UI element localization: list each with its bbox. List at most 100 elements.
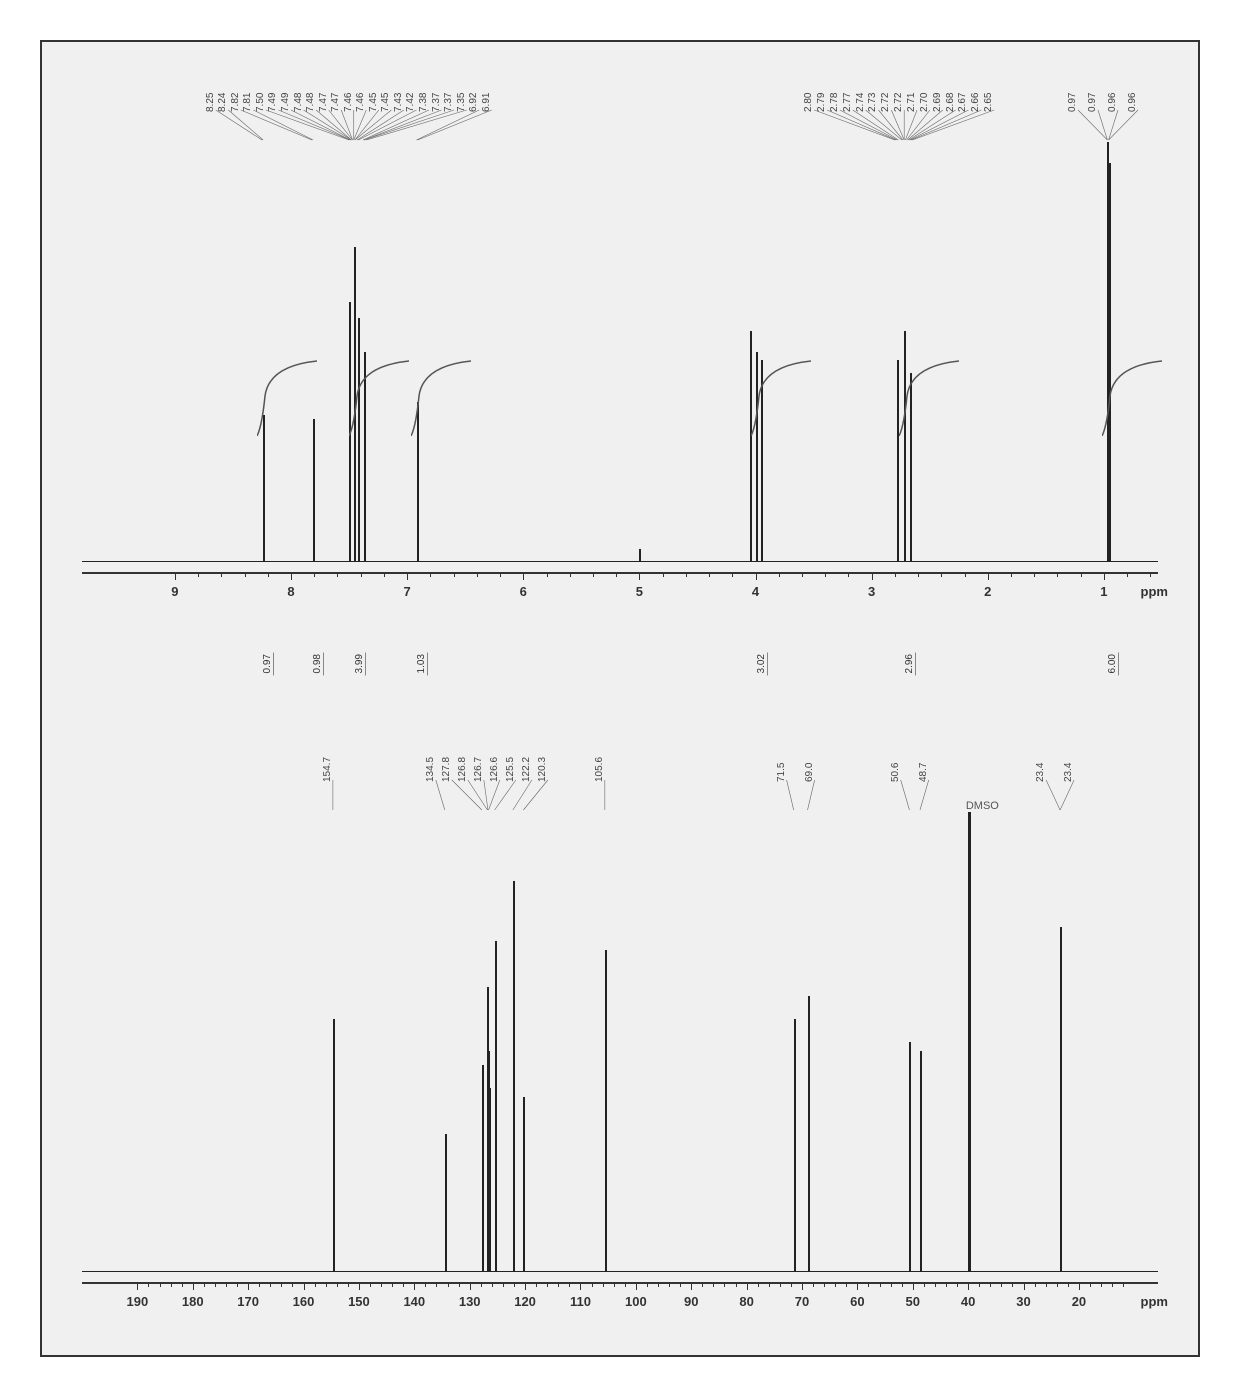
axis-tick-label: 160 [293, 1294, 315, 1309]
c13-peak-label: 126.6 [489, 757, 500, 782]
dmso-label: DMSO [966, 800, 999, 812]
axis-tick [988, 572, 989, 580]
axis-tick [1079, 1282, 1080, 1290]
axis-tick-label: 150 [348, 1294, 370, 1309]
h1-integration-label: 0.97 [262, 652, 274, 675]
c13-peak [1060, 927, 1062, 1272]
axis-tick [248, 1282, 249, 1290]
h1-integration-label: 6.00 [1107, 652, 1119, 675]
axis-tick-label: 4 [752, 584, 759, 599]
c13-axis-unit: ppm [1141, 1294, 1168, 1309]
axis-tick [291, 572, 292, 580]
axis-tick-label: 6 [520, 584, 527, 599]
h1-integral-curve [1102, 356, 1162, 436]
axis-tick-label: 120 [514, 1294, 536, 1309]
h1-integration-label: 0.98 [312, 652, 324, 675]
h1-peak [358, 318, 360, 562]
c13-peak [495, 941, 497, 1272]
axis-tick [359, 1282, 360, 1290]
axis-tick-label: 100 [625, 1294, 647, 1309]
axis-tick-label: 60 [850, 1294, 864, 1309]
axis-tick-label: 30 [1016, 1294, 1030, 1309]
axis-tick [470, 1282, 471, 1290]
axis-tick [913, 1282, 914, 1290]
c13-peak-label: 105.6 [594, 757, 605, 782]
c13-peak [808, 996, 810, 1272]
h1-integration-label: 3.02 [756, 652, 768, 675]
h1-fan [82, 110, 1162, 140]
c13-baseline [82, 1271, 1158, 1272]
h1-peak [313, 419, 315, 562]
c13-peak-label: 126.8 [457, 757, 468, 782]
axis-tick-label: 40 [961, 1294, 975, 1309]
axis-tick [137, 1282, 138, 1290]
axis-tick-label: 80 [739, 1294, 753, 1309]
h1-plot [82, 142, 1158, 562]
h1-integration-label: 1.03 [416, 652, 428, 675]
c13-peak [445, 1134, 447, 1272]
axis-tick [1024, 1282, 1025, 1290]
h1-baseline [82, 561, 1158, 562]
c13-peak [482, 1065, 484, 1272]
axis-tick-label: 3 [868, 584, 875, 599]
c13-peak-label: 127.8 [441, 757, 452, 782]
axis-tick [691, 1282, 692, 1290]
axis-tick [525, 1282, 526, 1290]
axis-tick-label: 1 [1100, 584, 1107, 599]
axis-tick [1104, 572, 1105, 580]
c13-peak-label: 120.3 [537, 757, 548, 782]
c13-peak-label: 126.7 [473, 757, 484, 782]
axis-tick-label: 20 [1072, 1294, 1086, 1309]
axis-tick [968, 1282, 969, 1290]
axis-tick-label: 70 [795, 1294, 809, 1309]
c13-peak-label: 122.2 [521, 757, 532, 782]
axis-tick [756, 572, 757, 580]
c13-peak [909, 1042, 911, 1272]
c13-peak [489, 1088, 491, 1272]
c13-peak-label: 125.5 [505, 757, 516, 782]
c13-plot [82, 812, 1158, 1272]
axis-tick-label: 110 [570, 1294, 591, 1309]
h1-peak-labels: 8.258.247.827.817.507.497.497.487.487.47… [82, 52, 1158, 112]
h1-integral-curve [411, 356, 471, 436]
axis-tick [407, 572, 408, 580]
c13-peak [968, 812, 971, 1272]
c13-peak [605, 950, 607, 1272]
axis-tick-label: 140 [403, 1294, 425, 1309]
c13-peak-label: 154.7 [322, 757, 333, 782]
h1-integral-curve [899, 356, 959, 436]
axis-tick-label: 5 [636, 584, 643, 599]
c13-peak-label: 134.5 [425, 757, 436, 782]
axis-tick-label: 90 [684, 1294, 698, 1309]
axis-tick [304, 1282, 305, 1290]
axis-tick [414, 1282, 415, 1290]
c13-peak [333, 1019, 335, 1272]
c13-peak [920, 1051, 922, 1272]
axis-tick-label: 7 [404, 584, 411, 599]
h1-integral-curve [751, 356, 811, 436]
h1-panel: 8.258.247.827.817.507.497.497.487.487.47… [82, 52, 1158, 692]
c13-peak [794, 1019, 796, 1272]
axis-tick-label: 9 [171, 584, 178, 599]
axis-tick [193, 1282, 194, 1290]
c13-peak [513, 881, 515, 1272]
axis-tick [580, 1282, 581, 1290]
c13-peak-labels: 154.7 134.5 127.8 126.8 126.7 126.6 125.5 122.2… [82, 722, 1158, 782]
axis-tick [802, 1282, 803, 1290]
axis-tick [523, 572, 524, 580]
h1-integral-curve [349, 356, 409, 436]
h1-integral-curve [257, 356, 317, 436]
h1-axis-unit: ppm [1141, 584, 1168, 599]
h1-integration-label: 3.99 [354, 652, 366, 675]
h1-peak [639, 549, 641, 562]
axis-tick [175, 572, 176, 580]
nmr-figure: 8.258.247.827.817.507.497.497.487.487.47… [40, 40, 1200, 1357]
axis-line [82, 572, 1158, 574]
axis-tick [857, 1282, 858, 1290]
h1-peak [263, 415, 265, 562]
c13-panel: 154.7 134.5 127.8 126.8 126.7 126.6 125.5 122.2… [82, 722, 1158, 1342]
axis-line [82, 1282, 1158, 1284]
axis-tick-label: 130 [459, 1294, 481, 1309]
h1-integrations: 0.970.983.991.033.022.966.00 [82, 612, 1158, 672]
axis-tick-label: 2 [984, 584, 991, 599]
